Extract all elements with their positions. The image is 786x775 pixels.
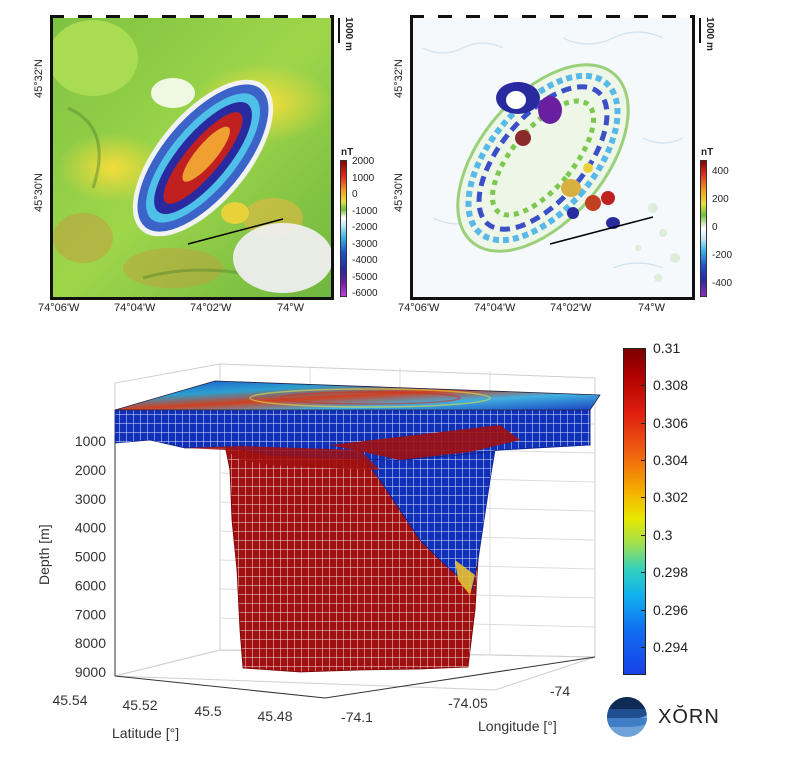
longitude-tick: -74.1 — [341, 709, 373, 725]
colorbar-tick: -2000 — [352, 222, 378, 233]
colorbar-tick: 0.294 — [653, 638, 689, 655]
colorbar-tick: 0.31 — [653, 340, 681, 356]
colorbar-tick: 0 — [352, 189, 358, 200]
latitude-tick: 45.54 — [52, 692, 87, 708]
colorbar-tick-mark — [641, 572, 646, 574]
lat-tick: 45°32'N — [393, 59, 405, 98]
colorbar-tick: -400 — [712, 278, 733, 289]
colorbar-tick: -5000 — [352, 271, 378, 283]
longitude-axis-title: Longitude [°] — [478, 718, 557, 734]
depth-tick: 5000 — [75, 549, 106, 565]
lon-tick: 74°04'W — [474, 302, 516, 314]
scale-label: 1000 m — [704, 17, 715, 51]
depth-tick: 6000 — [75, 577, 106, 593]
colorbar-tick-mark — [641, 609, 646, 611]
colorbar-tick: 0.308 — [653, 377, 689, 394]
latitude-axis-title: Latitude [°] — [112, 725, 180, 741]
filtered-map — [410, 15, 695, 300]
colorbar-tick: 0 — [712, 222, 718, 233]
lon-tick: 74°02'W — [550, 302, 592, 314]
scale-label: 1000 m — [343, 17, 354, 51]
depth-tick: 1000 — [75, 433, 106, 449]
profile-line — [549, 216, 654, 245]
longitude-tick: -74 — [550, 683, 570, 699]
colorbar-tick: 0.304 — [653, 452, 689, 469]
longitude-tick: -74.05 — [448, 695, 488, 711]
colorbar-tick-mark — [641, 348, 646, 349]
latitude-tick: 45.48 — [257, 708, 292, 724]
colorbar-tick-mark — [641, 385, 646, 387]
depth-tick: 3000 — [75, 491, 106, 507]
susceptibility-colorbar — [623, 348, 646, 675]
lat-tick: 45°30'N — [33, 173, 45, 212]
top-surface — [114, 380, 601, 411]
tmi-map — [50, 15, 334, 300]
colorbar-tick-mark — [641, 497, 646, 499]
lon-tick: 74°06'W — [38, 302, 80, 314]
colorbar-tick: 2000 — [352, 156, 375, 167]
profile-line — [187, 218, 284, 245]
depth-tick: 9000 — [75, 664, 106, 680]
voxel-3d-chart: 1000 2000 3000 4000 5000 6000 7000 8000 9000 45.… — [52, 363, 601, 725]
latitude-tick: 45.52 — [122, 697, 157, 713]
colorbar-tick: -200 — [712, 250, 733, 261]
xorn-logo-mark — [607, 697, 647, 737]
colorbar-tick: -4000 — [352, 255, 378, 266]
colorbar-unit: nT — [701, 147, 714, 158]
latitude-tick: 45.5 — [194, 703, 221, 719]
lon-tick: 74°04'W — [114, 302, 156, 314]
colorbar-tick: 0.306 — [653, 414, 689, 431]
depth-tick: 8000 — [75, 635, 106, 651]
colorbar-tick: 1000 — [352, 172, 375, 184]
filtered-map-image — [413, 18, 692, 297]
lat-tick: 45°30'N — [393, 173, 405, 212]
lon-tick: 74°06'W — [398, 302, 440, 314]
colorbar-tick: -3000 — [352, 238, 378, 250]
colorbar-tick: 0.302 — [653, 489, 689, 506]
colorbar-tick-mark — [641, 422, 646, 424]
colorbar-tick-mark — [641, 646, 646, 648]
colorbar-tick-mark — [641, 534, 646, 536]
tmi-map-image — [53, 18, 331, 297]
colorbar-tick: 0.298 — [653, 564, 689, 581]
lon-tick: 74°02'W — [190, 302, 232, 314]
depth-tick: 2000 — [75, 462, 106, 478]
depth-tick: 4000 — [75, 520, 106, 536]
colorbar-tick-mark — [641, 460, 646, 462]
colorbar-tick: -1000 — [352, 205, 378, 217]
colorbar-tick: 0.296 — [653, 601, 689, 618]
lon-tick: 74°W — [638, 302, 666, 314]
filtered-colorbar — [700, 160, 707, 297]
depth-tick: 7000 — [75, 606, 106, 622]
colorbar-tick: 400 — [712, 166, 729, 177]
colorbar-unit: nT — [341, 147, 354, 158]
colorbar-tick: -6000 — [352, 288, 378, 299]
tmi-colorbar — [340, 160, 347, 297]
lat-tick: 45°32'N — [33, 59, 45, 98]
depth-axis-title: Depth [m] — [36, 524, 52, 585]
colorbar-tick: 200 — [712, 194, 729, 205]
xorn-logo-text: XŎRN — [658, 706, 720, 728]
colorbar-tick: 0.3 — [653, 526, 673, 543]
lon-tick: 74°W — [277, 302, 305, 314]
